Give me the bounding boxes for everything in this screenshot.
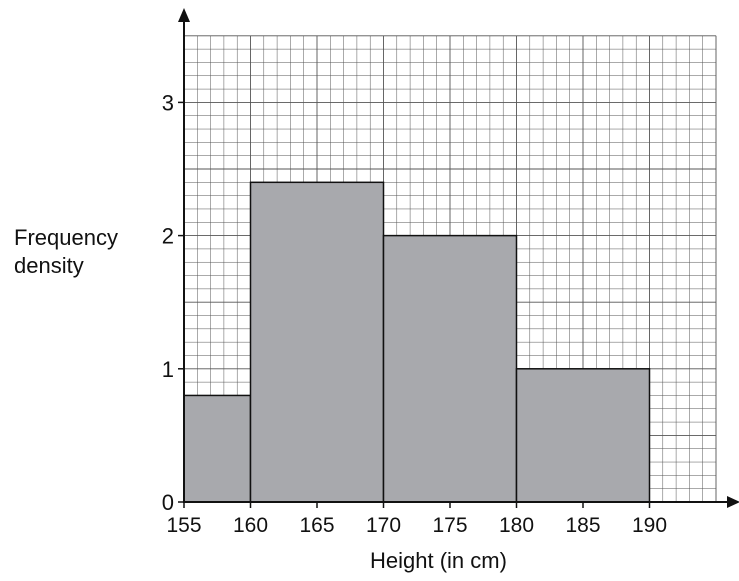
y-axis-label-line2: density [14,253,84,278]
y-axis-label-line1: Frequency [14,225,118,250]
histogram-bar [382,234,518,503]
x-tick-label: 175 [432,514,467,537]
x-ticks: 155 160 165 170 175 180 185 190 [166,502,667,537]
y-axis-arrow [178,8,190,22]
x-tick-label: 190 [632,514,667,537]
x-axis-arrow [727,496,739,508]
x-tick-label: 155 [166,514,201,537]
y-tick-label: 0 [162,490,174,515]
x-axis-label: Height (in cm) [370,548,507,573]
x-tick-label: 160 [233,514,268,537]
x-tick-label: 185 [565,514,600,537]
histogram-bar [515,368,651,503]
y-tick-label: 2 [162,224,174,249]
x-tick-label: 180 [499,514,534,537]
histogram-bar [249,181,385,503]
x-tick-label: 165 [299,514,334,537]
y-axis-label: Frequency density [14,224,118,280]
axes [178,8,739,508]
bars [183,181,651,503]
histogram-bar [183,394,252,503]
y-tick-label: 1 [162,357,174,382]
y-tick-label: 3 [162,90,174,115]
y-ticks: 0 1 2 3 [162,90,184,515]
x-tick-label: 170 [366,514,401,537]
